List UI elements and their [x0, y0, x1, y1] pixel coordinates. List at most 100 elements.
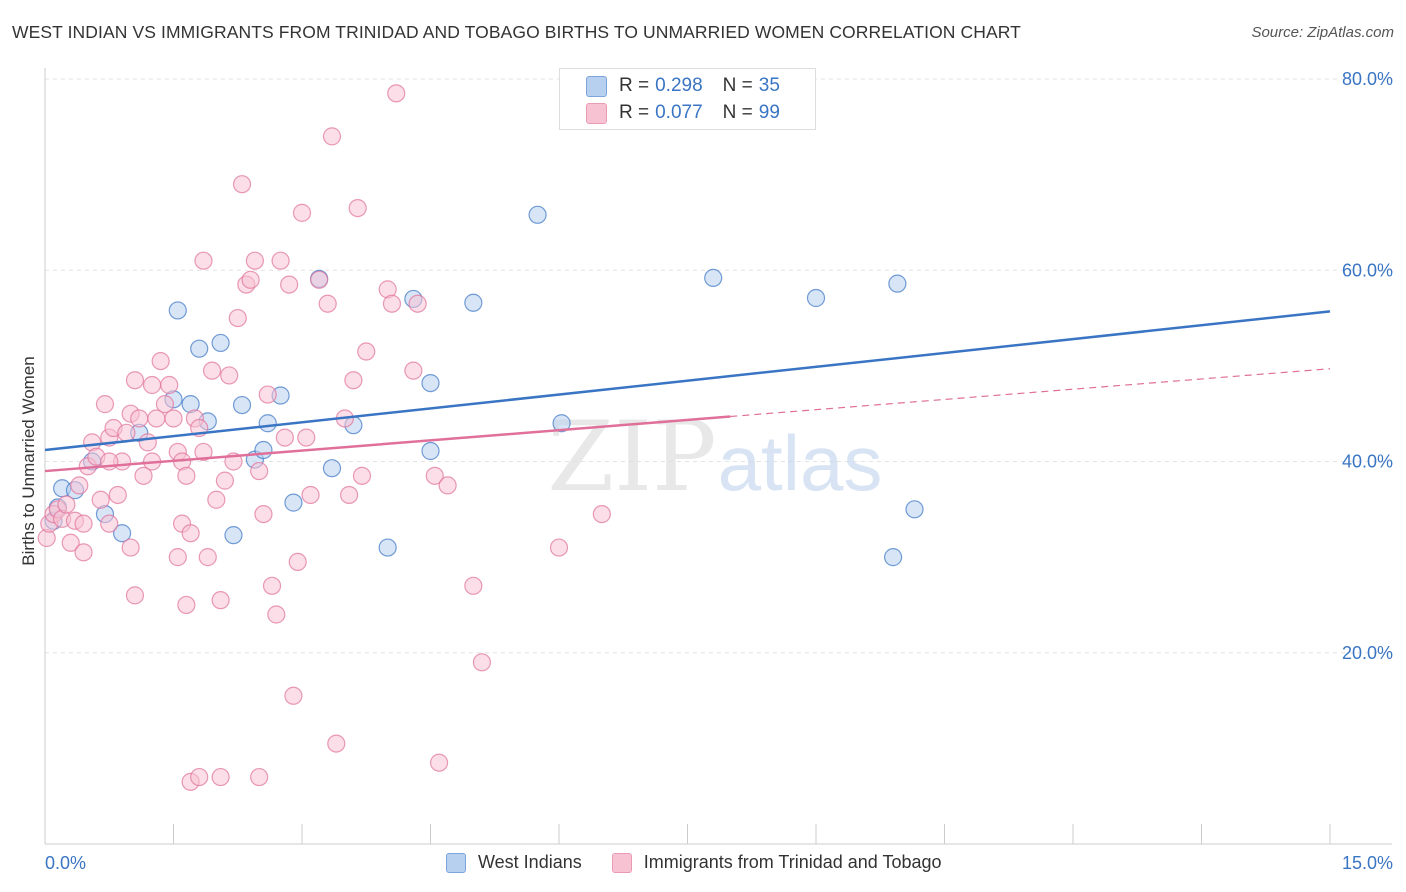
- trinidad-point: [134, 466, 153, 485]
- trinidad-point: [425, 466, 444, 485]
- west-indians-point: [806, 288, 826, 308]
- trinidad-point: [344, 371, 363, 390]
- west-indians-point: [254, 440, 273, 460]
- trinidad-point: [181, 524, 200, 543]
- west-indians-point: [258, 414, 277, 433]
- trinidad-point: [194, 442, 213, 462]
- legend-swatch-pink: [586, 102, 607, 124]
- trinidad-point: [352, 466, 372, 485]
- trinidad-point: [327, 734, 346, 753]
- trinidad-point: [190, 767, 209, 787]
- trinidad-point: [215, 471, 234, 490]
- trinidad-point: [404, 361, 423, 380]
- west-indians-point: [704, 268, 723, 287]
- trinidad-point: [168, 548, 187, 567]
- trinidad-point: [464, 576, 483, 595]
- bottom-legend-item-trinidad: Immigrants from Trinidad and Tobago: [611, 852, 942, 873]
- legend-r-label: R =: [619, 75, 650, 96]
- trinidad-point: [151, 351, 170, 371]
- west-indians-point: [421, 373, 440, 393]
- trinidad-point: [61, 533, 80, 552]
- x-tick-label: 15.0%: [1342, 853, 1393, 873]
- source-label: Source: ZipAtlas.com: [1251, 24, 1394, 41]
- trinidad-point: [228, 308, 247, 328]
- trinidad-trendline: [44, 415, 731, 473]
- west-indians-point: [421, 441, 440, 461]
- trinidad-point: [262, 576, 282, 595]
- trinidad-point: [322, 127, 342, 146]
- trinidad-point: [357, 342, 376, 361]
- trinidad-point: [74, 543, 93, 562]
- trinidad-point: [211, 591, 230, 610]
- trinidad-point: [125, 371, 145, 390]
- trinidad-point: [297, 428, 316, 447]
- correlation-legend: R = 0.298 N = 35 R = 0.077 N = 99: [559, 68, 816, 130]
- west-indians-point: [905, 500, 924, 519]
- trinidad-point: [592, 504, 611, 524]
- bottom-legend-item-west-indians: West Indians: [446, 852, 582, 873]
- legend-r-label: R =: [619, 102, 650, 123]
- trinidad-point: [284, 686, 303, 705]
- trinidad-point: [160, 375, 179, 395]
- trinidad-point: [138, 433, 157, 452]
- trinidad-point: [310, 270, 329, 289]
- trinidad-point: [130, 409, 149, 428]
- watermark-atlas: atlas: [718, 419, 883, 507]
- trinidad-point: [258, 385, 277, 404]
- trinidad-point: [164, 409, 183, 428]
- y-tick-label: 60.0%: [1342, 260, 1393, 280]
- west-indians-point: [464, 293, 483, 312]
- west-indians-point: [528, 205, 547, 224]
- trinidad-point: [108, 485, 127, 505]
- trinidad-point: [95, 395, 115, 414]
- trinidad-point: [254, 504, 273, 524]
- trinidad-point: [121, 538, 140, 557]
- trinidad-point: [91, 490, 110, 509]
- trinidad-point: [292, 203, 312, 222]
- trinidad-point: [348, 198, 367, 218]
- trinidad-point: [155, 395, 175, 414]
- west-indians-point: [322, 459, 342, 478]
- trinidad-point: [100, 514, 119, 533]
- west-indians-point: [284, 493, 303, 512]
- trinidad-point: [318, 294, 337, 313]
- legend-n-value: 99: [758, 102, 780, 123]
- legend-n-label: N =: [722, 102, 753, 123]
- west-indians-point: [232, 395, 252, 415]
- trinidad-point: [275, 428, 294, 447]
- legend-r-value: 0.077: [655, 102, 703, 123]
- legend-swatch-blue: [586, 75, 607, 97]
- bottom-legend-label: West Indians: [478, 852, 582, 872]
- trinidad-point: [245, 251, 264, 270]
- trinidad-point: [74, 514, 93, 533]
- west-indians-point: [883, 548, 903, 567]
- trinidad-point: [177, 466, 196, 485]
- trinidad-point: [382, 294, 402, 313]
- trinidad-point: [549, 538, 569, 557]
- west-indians-point: [888, 274, 907, 293]
- y-tick-label: 40.0%: [1342, 452, 1393, 472]
- trinidad-point: [280, 275, 299, 294]
- trinidad-point: [250, 767, 269, 787]
- trinidad-point: [387, 84, 406, 103]
- trinidad-point: [70, 476, 89, 495]
- y-axis-title: Births to Unmarried Women: [19, 356, 38, 565]
- trinidad-point: [340, 485, 359, 505]
- chart-title: WEST INDIAN VS IMMIGRANTS FROM TRINIDAD …: [12, 22, 1021, 42]
- y-tick-label: 20.0%: [1342, 643, 1393, 663]
- watermark-zip: ZIP: [547, 401, 716, 513]
- trinidad-point: [125, 586, 145, 605]
- trinidad-point: [408, 294, 427, 313]
- trinidad-point: [250, 461, 269, 481]
- trinidad-point: [232, 175, 252, 194]
- bottom-legend-label: Immigrants from Trinidad and Tobago: [643, 852, 942, 872]
- trinidad-point: [202, 361, 222, 380]
- trinidad-trendline-dashed: [730, 368, 1331, 418]
- trinidad-point: [207, 490, 226, 509]
- west-indians-point: [378, 538, 397, 557]
- trinidad-point: [301, 485, 320, 505]
- legend-n-label: N =: [722, 75, 753, 96]
- legend-row-trinidad: R = 0.077 N = 99: [586, 102, 780, 124]
- trinidad-point: [57, 495, 76, 514]
